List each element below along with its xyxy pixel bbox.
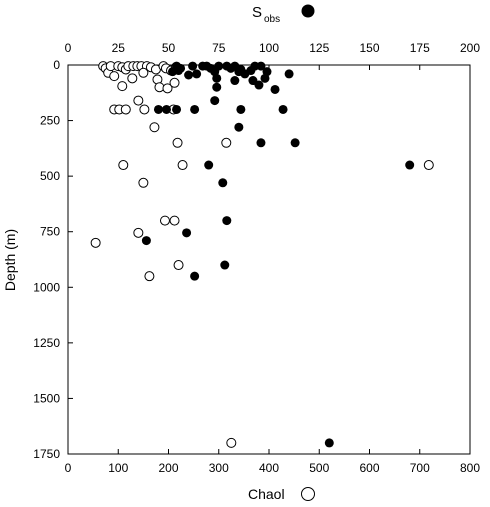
y-tick-label: 250 [40, 114, 60, 128]
chaol-point [127, 73, 138, 84]
sobs-point [256, 61, 266, 71]
y-tick-label: 500 [40, 169, 60, 183]
chaol-point [169, 215, 180, 226]
sobs-point [190, 104, 200, 114]
y-axis: 0 250 500 750 1000 1250 1500 1750 [33, 58, 73, 461]
sobs-point [161, 104, 171, 114]
sobs-point [153, 104, 163, 114]
y-tick-label: 1250 [33, 336, 60, 350]
bottom-x-tick-label: 800 [460, 461, 480, 475]
sobs-point [270, 84, 280, 94]
chaol-legend: Chaol [248, 486, 315, 502]
chaol-point [162, 83, 173, 94]
sobs-point [218, 178, 228, 188]
chaol-point [90, 237, 101, 248]
sobs-point [222, 216, 232, 226]
chaol-point [173, 260, 184, 271]
chaol-legend-label: Chaol [248, 486, 285, 502]
sobs-point [284, 69, 294, 79]
sobs-point [192, 69, 202, 79]
sobs-point [290, 138, 300, 148]
sobs-point [324, 438, 334, 448]
sobs-legend-marker [301, 4, 315, 18]
chaol-point [177, 160, 188, 171]
bottom-x-tick-label: 600 [359, 461, 379, 475]
sobs-point [172, 104, 182, 114]
top-x-tick-label: 0 [65, 41, 72, 55]
top-x-axis: 0 25 50 75 100 125 150 175 200 [65, 41, 480, 70]
plot-frame [67, 64, 471, 455]
y-tick-label: 0 [53, 58, 60, 72]
bottom-x-tick-label: 400 [259, 461, 279, 475]
chaol-point [133, 95, 144, 106]
top-x-tick-label: 25 [112, 41, 126, 55]
sobs-legend-label: S [252, 4, 262, 21]
chaol-point [120, 104, 131, 115]
sobs-point [168, 67, 178, 77]
chaol-point [118, 160, 129, 171]
sobs-point [230, 76, 240, 86]
bottom-x-tick-label: 700 [410, 461, 430, 475]
chaol-series [90, 61, 434, 448]
top-x-tick-label: 125 [309, 41, 329, 55]
sobs-point [220, 260, 230, 270]
sobs-point [210, 96, 220, 106]
chaol-point [154, 82, 165, 93]
top-x-tick-label: 75 [212, 41, 226, 55]
bottom-x-axis: 0 100 200 300 400 500 600 700 800 [65, 449, 480, 475]
chaol-point [149, 122, 160, 133]
y-axis-label: Depth (m) [2, 229, 18, 291]
top-x-tick-label: 100 [259, 41, 279, 55]
sobs-point [214, 61, 224, 71]
sobs-series [141, 61, 415, 448]
chaol-point [138, 67, 149, 78]
chaol-point [133, 227, 144, 238]
bottom-x-tick-label: 100 [108, 461, 128, 475]
chaol-point [117, 81, 128, 92]
chaol-point [139, 104, 150, 115]
sobs-point [182, 228, 192, 238]
sobs-legend-subscript: obs [264, 14, 280, 25]
sobs-point [141, 236, 151, 246]
bottom-x-tick-label: 0 [65, 461, 72, 475]
sobs-point [405, 160, 415, 170]
chaol-point [109, 71, 120, 82]
top-x-tick-label: 175 [410, 41, 430, 55]
y-tick-label: 1750 [33, 447, 60, 461]
sobs-point [256, 138, 266, 148]
chaol-point [169, 77, 180, 88]
chaol-point [144, 271, 155, 282]
chaol-point [172, 137, 183, 148]
chaol-point [138, 177, 149, 188]
top-x-tick-label: 150 [359, 41, 379, 55]
top-x-tick-label: 50 [162, 41, 176, 55]
chaol-legend-marker [301, 487, 315, 501]
chaol-point [221, 137, 232, 148]
sobs-point [260, 73, 270, 83]
sobs-point [204, 160, 214, 170]
bottom-x-tick-label: 200 [158, 461, 178, 475]
bottom-x-tick-label: 300 [209, 461, 229, 475]
y-tick-label: 750 [40, 225, 60, 239]
sobs-point [234, 122, 244, 132]
sobs-point [254, 80, 264, 90]
sobs-legend: S obs [252, 4, 315, 25]
sobs-point [184, 70, 194, 80]
sobs-point [188, 61, 198, 71]
sobs-point [212, 73, 222, 83]
sobs-point [278, 104, 288, 114]
y-tick-label: 1500 [33, 391, 60, 405]
chaol-point [226, 437, 237, 448]
top-x-tick-label: 200 [460, 41, 480, 55]
sobs-point [190, 271, 200, 281]
chaol-point [159, 215, 170, 226]
bottom-x-tick-label: 500 [309, 461, 329, 475]
sobs-point [212, 82, 222, 92]
chaol-point [423, 160, 434, 171]
sobs-point [236, 104, 246, 114]
y-tick-label: 1000 [33, 280, 60, 294]
